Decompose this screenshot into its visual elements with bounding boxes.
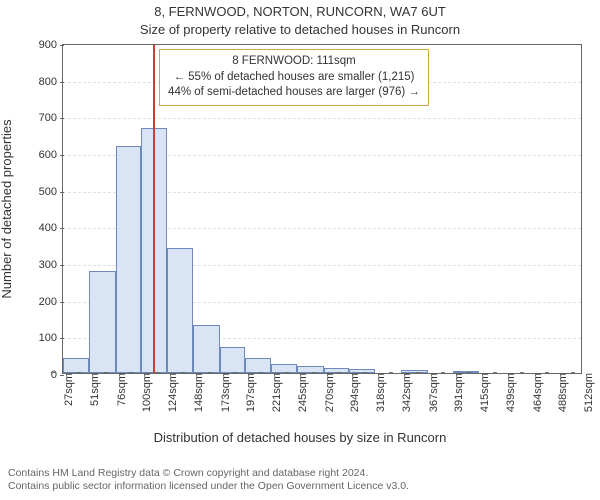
x-tick-label: 318sqm <box>369 373 387 412</box>
x-tick-label: 173sqm <box>214 373 232 412</box>
annotation-line-3: 44% of semi-detached houses are larger (… <box>168 85 420 101</box>
property-marker-line <box>153 45 155 373</box>
chart-subtitle: Size of property relative to detached ho… <box>0 22 600 37</box>
histogram-bar <box>297 366 324 373</box>
annotation-line-1: 8 FERNWOOD: 111sqm <box>168 54 420 70</box>
x-tick-label: 124sqm <box>161 373 179 412</box>
x-tick-label: 51sqm <box>83 373 101 406</box>
x-tick-label: 415sqm <box>473 373 491 412</box>
x-tick-label: 270sqm <box>318 373 336 412</box>
y-axis-label: Number of detached properties <box>0 119 14 298</box>
x-tick-label: 512sqm <box>577 373 595 412</box>
chart-title: 8, FERNWOOD, NORTON, RUNCORN, WA7 6UT <box>0 4 600 19</box>
gridline <box>63 118 581 119</box>
histogram-bar <box>220 347 246 373</box>
x-tick-label: 221sqm <box>265 373 283 412</box>
y-tick-label: 500 <box>39 186 63 198</box>
x-tick-label: 27sqm <box>57 373 75 406</box>
histogram-bar <box>245 358 271 373</box>
x-tick-label: 367sqm <box>422 373 440 412</box>
y-tick-label: 400 <box>39 222 63 234</box>
x-tick-label: 197sqm <box>239 373 257 412</box>
footer-attribution: Contains HM Land Registry data © Crown c… <box>8 467 409 494</box>
y-tick-label: 900 <box>39 39 63 51</box>
y-tick-label: 800 <box>39 76 63 88</box>
x-tick-label: 391sqm <box>447 373 465 412</box>
x-tick-label: 439sqm <box>499 373 517 412</box>
plot-area: 8 FERNWOOD: 111sqm ← 55% of detached hou… <box>62 44 582 374</box>
x-tick-label: 488sqm <box>551 373 569 412</box>
x-axis-label: Distribution of detached houses by size … <box>0 430 600 445</box>
x-tick-label: 148sqm <box>187 373 205 412</box>
footer-line-2: Contains public sector information licen… <box>8 480 409 494</box>
x-tick-label: 342sqm <box>395 373 413 412</box>
x-tick-label: 76sqm <box>110 373 128 406</box>
histogram-bar <box>167 248 193 373</box>
footer-line-1: Contains HM Land Registry data © Crown c… <box>8 467 409 481</box>
x-tick-label: 294sqm <box>343 373 361 412</box>
y-tick-label: 200 <box>39 296 63 308</box>
histogram-bar <box>271 364 297 373</box>
annotation-line-2: ← 55% of detached houses are smaller (1,… <box>168 70 420 86</box>
histogram-bar <box>116 146 142 373</box>
histogram-bar <box>89 271 116 373</box>
histogram-bar <box>63 358 89 373</box>
x-tick-label: 245sqm <box>291 373 309 412</box>
x-tick-label: 100sqm <box>135 373 153 412</box>
y-tick-label: 300 <box>39 259 63 271</box>
annotation-box: 8 FERNWOOD: 111sqm ← 55% of detached hou… <box>159 49 429 106</box>
y-tick-label: 700 <box>39 112 63 124</box>
x-tick-label: 464sqm <box>526 373 544 412</box>
histogram-bar <box>193 325 220 373</box>
chart-container: 8, FERNWOOD, NORTON, RUNCORN, WA7 6UT Si… <box>0 0 600 500</box>
y-tick-label: 100 <box>39 332 63 344</box>
y-tick-label: 600 <box>39 149 63 161</box>
